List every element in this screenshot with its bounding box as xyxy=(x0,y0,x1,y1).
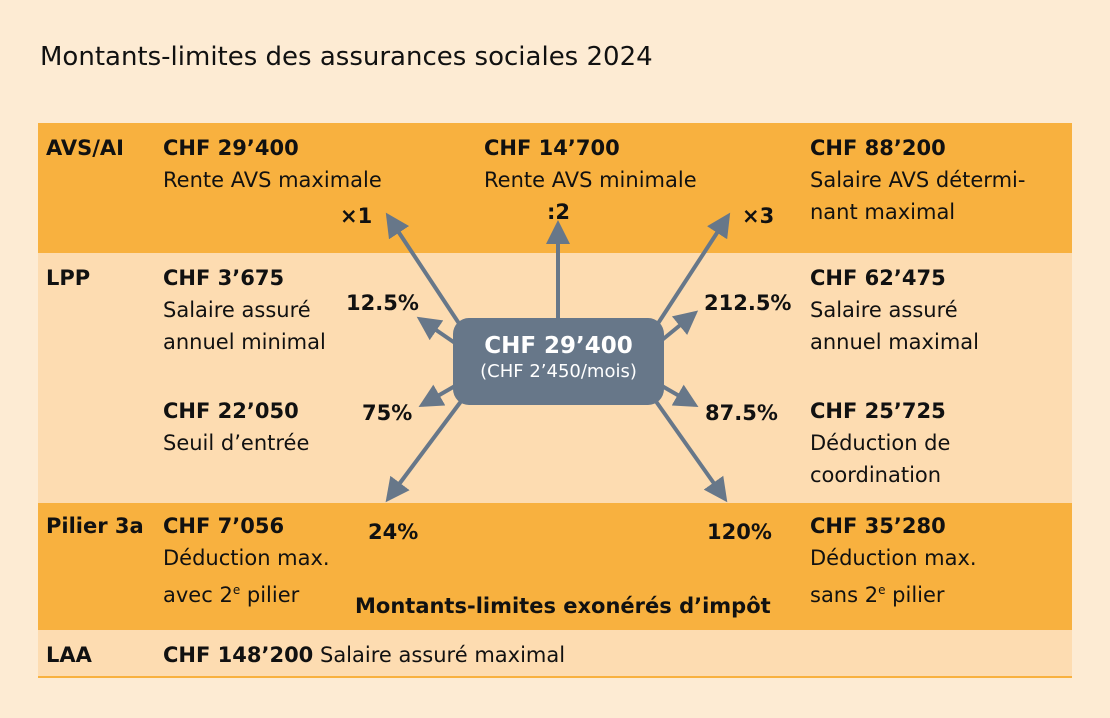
center-monthly: (CHF 2’450/mois) xyxy=(480,361,637,382)
row-label-lpp: LPP xyxy=(46,266,91,290)
arrow-x3 xyxy=(653,212,731,330)
row-pilier3a xyxy=(38,503,1072,630)
page-title: Montants-limites des assurances sociales… xyxy=(40,42,653,72)
lpp-seuil: CHF 22’050 Seuil d’entrée xyxy=(163,399,310,455)
tax-exempt-note: Montants-limites exonérés d’impôt xyxy=(355,594,771,618)
row-label-pilier3a: Pilier 3a xyxy=(46,514,144,538)
center-amount: CHF 29’400 xyxy=(484,333,633,359)
arrow-x1 xyxy=(385,212,464,330)
arrow-24 xyxy=(385,398,464,503)
avs-max-salaire: CHF 88’200 Salaire AVS détermi-nant maxim… xyxy=(810,136,1026,224)
lpp-max-salaire: CHF 62’475 Salaire assuré annuel maximal xyxy=(810,266,979,354)
laa-salaire: CHF 148’200 Salaire assuré maximal xyxy=(163,643,566,667)
row-laa xyxy=(38,630,1072,678)
arrow-212-5 xyxy=(660,310,699,342)
factor-75: 75% xyxy=(362,401,413,425)
factor-x1: ×1 xyxy=(340,204,373,228)
factor-120: 120% xyxy=(707,520,772,544)
factor-x3: ×3 xyxy=(742,204,775,228)
factor-12-5: 12.5% xyxy=(346,291,419,315)
factor-24: 24% xyxy=(368,520,419,544)
factor-d2: :2 xyxy=(547,200,571,224)
lpp-min-salaire: CHF 3’675 Salaire assuré annuel minimal xyxy=(163,266,326,354)
factor-87-5: 87.5% xyxy=(705,401,778,425)
row-label-avs: AVS/AI xyxy=(46,136,124,160)
p3a-avec: CHF 7’056 Déduction max. avec 2e pilier xyxy=(163,514,330,607)
avs-min-rente: CHF 14’700 Rente AVS minimale xyxy=(484,136,697,192)
avs-max-rente: CHF 29’400 Rente AVS maximale xyxy=(163,136,382,192)
center-amount-box: CHF 29’400 (CHF 2’450/mois) xyxy=(453,318,664,405)
arrow-120 xyxy=(653,398,728,503)
arrow-87-5 xyxy=(661,384,699,407)
factor-212-5: 212.5% xyxy=(704,291,792,315)
arrow-12-5 xyxy=(416,316,457,345)
p3a-sans: CHF 35’280 Déduction max. sans 2e pilier xyxy=(810,514,977,607)
arrow-75 xyxy=(418,384,456,407)
row-label-laa: LAA xyxy=(46,643,92,667)
lpp-coordination: CHF 25’725 Déduction de coordination xyxy=(810,399,951,487)
